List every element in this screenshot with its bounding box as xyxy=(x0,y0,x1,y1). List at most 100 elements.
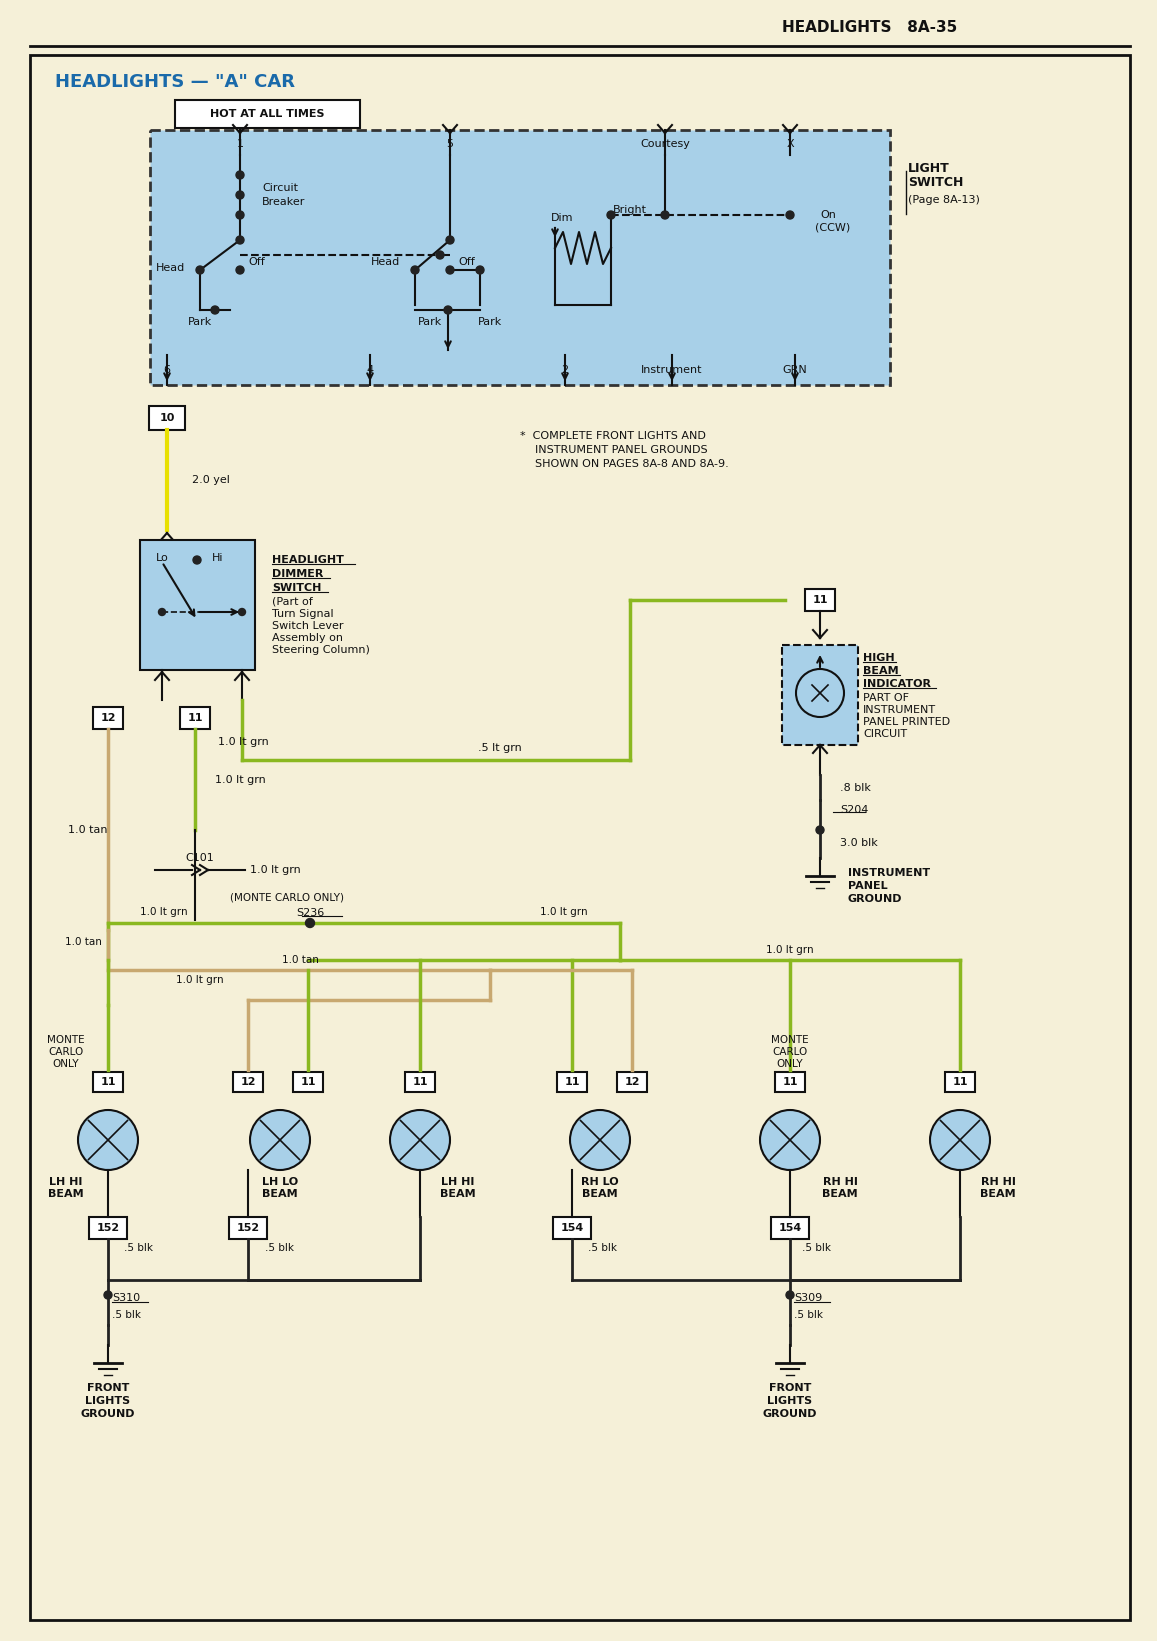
Circle shape xyxy=(476,266,484,274)
Text: On: On xyxy=(820,210,835,220)
Text: CIRCUIT: CIRCUIT xyxy=(863,729,907,738)
Text: BEAM: BEAM xyxy=(49,1190,83,1200)
Text: Courtesy: Courtesy xyxy=(640,139,690,149)
Text: LIGHTS: LIGHTS xyxy=(86,1396,131,1406)
Text: Switch Lever: Switch Lever xyxy=(272,620,344,632)
Text: INDICATOR: INDICATOR xyxy=(863,679,931,689)
Text: Breaker: Breaker xyxy=(261,197,305,207)
Circle shape xyxy=(236,212,244,218)
Circle shape xyxy=(196,266,204,274)
Text: Park: Park xyxy=(478,317,502,327)
Text: 11: 11 xyxy=(301,1076,316,1086)
Text: 152: 152 xyxy=(236,1223,259,1232)
Text: 11: 11 xyxy=(782,1076,797,1086)
Text: 11: 11 xyxy=(101,1076,116,1086)
Text: X: X xyxy=(787,139,794,149)
Bar xyxy=(293,1072,323,1091)
Text: GROUND: GROUND xyxy=(81,1410,135,1419)
Bar xyxy=(553,1218,591,1239)
Text: Off: Off xyxy=(248,258,265,267)
Text: .5 blk: .5 blk xyxy=(124,1242,153,1254)
Text: 1.0 lt grn: 1.0 lt grn xyxy=(250,865,301,875)
Text: 1.0 lt grn: 1.0 lt grn xyxy=(218,737,268,747)
Text: Hi: Hi xyxy=(212,553,223,563)
Text: MONTE: MONTE xyxy=(47,1035,84,1045)
Text: Bright: Bright xyxy=(613,205,647,215)
Text: 12: 12 xyxy=(101,712,116,724)
Text: 1.0 lt grn: 1.0 lt grn xyxy=(176,975,223,985)
Text: 1.0 tan: 1.0 tan xyxy=(68,825,108,835)
Text: HEADLIGHTS   8A-35: HEADLIGHTS 8A-35 xyxy=(782,20,958,36)
Circle shape xyxy=(436,251,444,259)
Bar xyxy=(805,589,835,610)
Text: C101: C101 xyxy=(185,853,214,863)
Text: INSTRUMENT PANEL GROUNDS: INSTRUMENT PANEL GROUNDS xyxy=(535,445,708,455)
Text: GROUND: GROUND xyxy=(762,1410,817,1419)
Text: 152: 152 xyxy=(96,1223,119,1232)
Circle shape xyxy=(607,212,616,218)
Text: 154: 154 xyxy=(560,1223,583,1232)
Text: 6: 6 xyxy=(163,364,170,376)
Text: 4: 4 xyxy=(367,364,374,376)
Text: Lo: Lo xyxy=(156,553,169,563)
Text: LIGHT: LIGHT xyxy=(908,161,950,174)
Text: Turn Signal: Turn Signal xyxy=(272,609,333,619)
Bar xyxy=(89,1218,127,1239)
Text: PANEL PRINTED: PANEL PRINTED xyxy=(863,717,950,727)
Circle shape xyxy=(445,266,454,274)
Bar xyxy=(233,1072,263,1091)
Text: .5 blk: .5 blk xyxy=(588,1242,617,1254)
Text: GRN: GRN xyxy=(782,364,808,376)
Text: INSTRUMENT: INSTRUMENT xyxy=(863,706,936,715)
Text: HEADLIGHT: HEADLIGHT xyxy=(272,555,344,565)
Text: Instrument: Instrument xyxy=(641,364,702,376)
Text: Assembly on: Assembly on xyxy=(272,633,342,643)
Text: 3.0 blk: 3.0 blk xyxy=(840,839,878,848)
Text: GROUND: GROUND xyxy=(848,894,902,904)
Bar xyxy=(93,707,123,729)
Text: Park: Park xyxy=(418,317,442,327)
Circle shape xyxy=(786,212,794,218)
Circle shape xyxy=(104,1291,112,1300)
Text: Head: Head xyxy=(370,258,400,267)
Text: .5 blk: .5 blk xyxy=(802,1242,831,1254)
Text: RH HI: RH HI xyxy=(823,1177,857,1186)
Text: FRONT: FRONT xyxy=(768,1383,811,1393)
Circle shape xyxy=(250,1109,310,1170)
Text: S204: S204 xyxy=(840,806,869,816)
Bar xyxy=(617,1072,647,1091)
Text: ONLY: ONLY xyxy=(53,1058,80,1068)
Circle shape xyxy=(816,825,824,834)
Text: BEAM: BEAM xyxy=(440,1190,476,1200)
Bar xyxy=(180,707,211,729)
Circle shape xyxy=(445,236,454,245)
Circle shape xyxy=(305,919,315,927)
Circle shape xyxy=(661,212,669,218)
Text: 2.0 yel: 2.0 yel xyxy=(192,474,230,486)
Circle shape xyxy=(236,266,244,274)
Circle shape xyxy=(236,236,244,245)
Text: Steering Column): Steering Column) xyxy=(272,645,370,655)
Circle shape xyxy=(796,670,843,717)
Text: 11: 11 xyxy=(187,712,202,724)
Text: SWITCH: SWITCH xyxy=(908,176,964,189)
Text: 1: 1 xyxy=(236,139,243,149)
Text: CARLO: CARLO xyxy=(49,1047,83,1057)
Text: ONLY: ONLY xyxy=(776,1058,803,1068)
Bar xyxy=(149,405,185,430)
Circle shape xyxy=(236,190,244,199)
Text: 1.0 tan: 1.0 tan xyxy=(65,937,102,947)
Text: Park: Park xyxy=(187,317,212,327)
Text: MONTE: MONTE xyxy=(772,1035,809,1045)
Text: LH HI: LH HI xyxy=(441,1177,474,1186)
Circle shape xyxy=(411,266,419,274)
Text: CARLO: CARLO xyxy=(773,1047,808,1057)
Text: 12: 12 xyxy=(625,1076,640,1086)
Circle shape xyxy=(236,171,244,179)
Circle shape xyxy=(390,1109,450,1170)
Text: LIGHTS: LIGHTS xyxy=(767,1396,812,1406)
Text: 1.0 lt grn: 1.0 lt grn xyxy=(766,945,813,955)
Text: S310: S310 xyxy=(112,1293,140,1303)
Text: (Page 8A-13): (Page 8A-13) xyxy=(908,195,980,205)
Text: (MONTE CARLO ONLY): (MONTE CARLO ONLY) xyxy=(230,893,344,903)
